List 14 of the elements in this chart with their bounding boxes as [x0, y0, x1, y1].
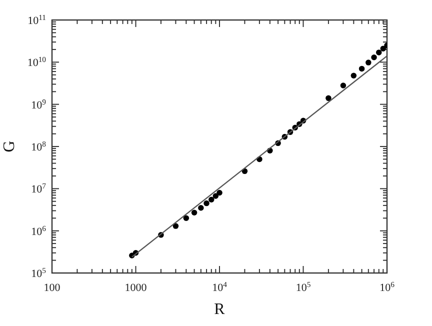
y-tick-label: 10$^{7}$	[31, 181, 46, 196]
x-tick-label: 10$^{5}$	[296, 280, 311, 294]
y-tick-label: 10$^{11}$	[28, 12, 46, 27]
y-tick-label: 10$^{5}$	[31, 266, 46, 280]
x-tick-label: 100	[44, 282, 61, 294]
x-tick-label: 10$^{4}$	[212, 280, 228, 294]
x-tick-label: 10$^{6}$	[380, 280, 395, 294]
x-tick-label: 1000	[124, 282, 148, 294]
x-axis-title: R	[214, 301, 226, 318]
y-tick-label: 10$^{8}$	[31, 139, 46, 154]
y-tick-label: 10$^{9}$	[31, 96, 46, 112]
y-tick-label: 10$^{6}$	[31, 223, 46, 238]
y-tick-label: 10$^{10}$	[27, 54, 46, 70]
y-axis-title: G	[1, 140, 18, 152]
